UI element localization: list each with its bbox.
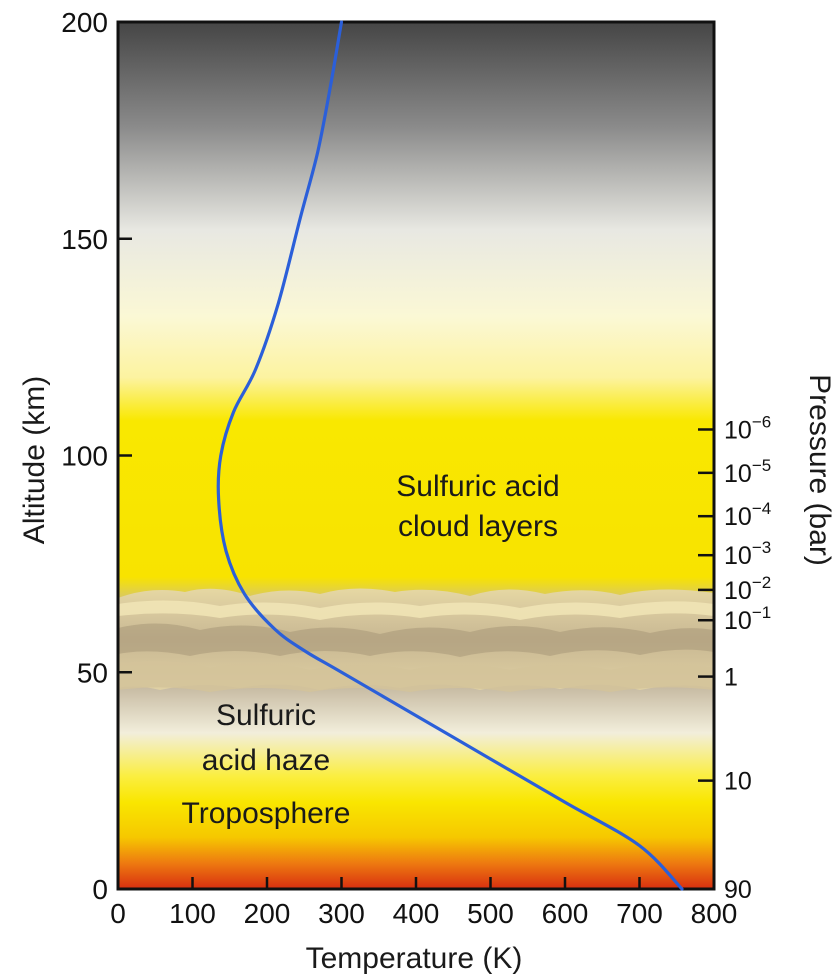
- annotation-troposphere: Troposphere: [182, 797, 351, 830]
- x-tick-label: 800: [691, 898, 738, 929]
- x-tick-label: 400: [393, 898, 440, 929]
- y-tick-label: 50: [77, 657, 108, 688]
- y-tick-label: 200: [61, 7, 108, 38]
- x-axis-ticks: 0 100 200 300 400 500 600 700 800: [110, 877, 737, 929]
- x-tick-label: 700: [616, 898, 663, 929]
- x-axis-title: Temperature (K): [306, 942, 523, 975]
- x-tick-label: 500: [467, 898, 514, 929]
- x-tick-label: 200: [244, 898, 291, 929]
- pressure-tick-label: 10−6: [724, 412, 771, 444]
- x-tick-label: 300: [318, 898, 365, 929]
- annotation-cloud-line2: cloud layers: [398, 510, 558, 543]
- pressure-tick-label: 1: [724, 664, 738, 692]
- y-tick-label: 100: [61, 441, 108, 472]
- y-tick-label: 0: [92, 874, 108, 905]
- cloud-layer-band: [118, 588, 714, 692]
- x-tick-label: 100: [169, 898, 216, 929]
- annotation-haze-line1: Sulfuric: [216, 699, 316, 732]
- annotation-haze-line2: acid haze: [202, 744, 330, 777]
- pressure-tick-label: 10−1: [724, 603, 771, 635]
- x-tick-label: 600: [542, 898, 589, 929]
- y-tick-label: 150: [61, 224, 108, 255]
- pressure-tick-label: 10−3: [724, 538, 771, 570]
- y-axis-title: Altitude (km): [18, 376, 51, 544]
- pressure-tick-label: 10−2: [724, 573, 771, 605]
- temperature-profile-line: [216, 20, 684, 891]
- annotation-cloud-line1: Sulfuric acid: [396, 470, 559, 503]
- pressure-tick-label: 10−5: [724, 456, 771, 488]
- pressure-axis-title: Pressure (bar): [803, 374, 836, 566]
- y-axis-ticks: 0 50 100 150 200: [61, 7, 132, 905]
- pressure-tick-label: 10−4: [724, 499, 771, 531]
- pressure-tick-label: 90: [724, 876, 752, 904]
- plot-background: [118, 22, 714, 889]
- x-tick-label: 0: [110, 898, 126, 929]
- pressure-tick-label: 10: [724, 768, 752, 796]
